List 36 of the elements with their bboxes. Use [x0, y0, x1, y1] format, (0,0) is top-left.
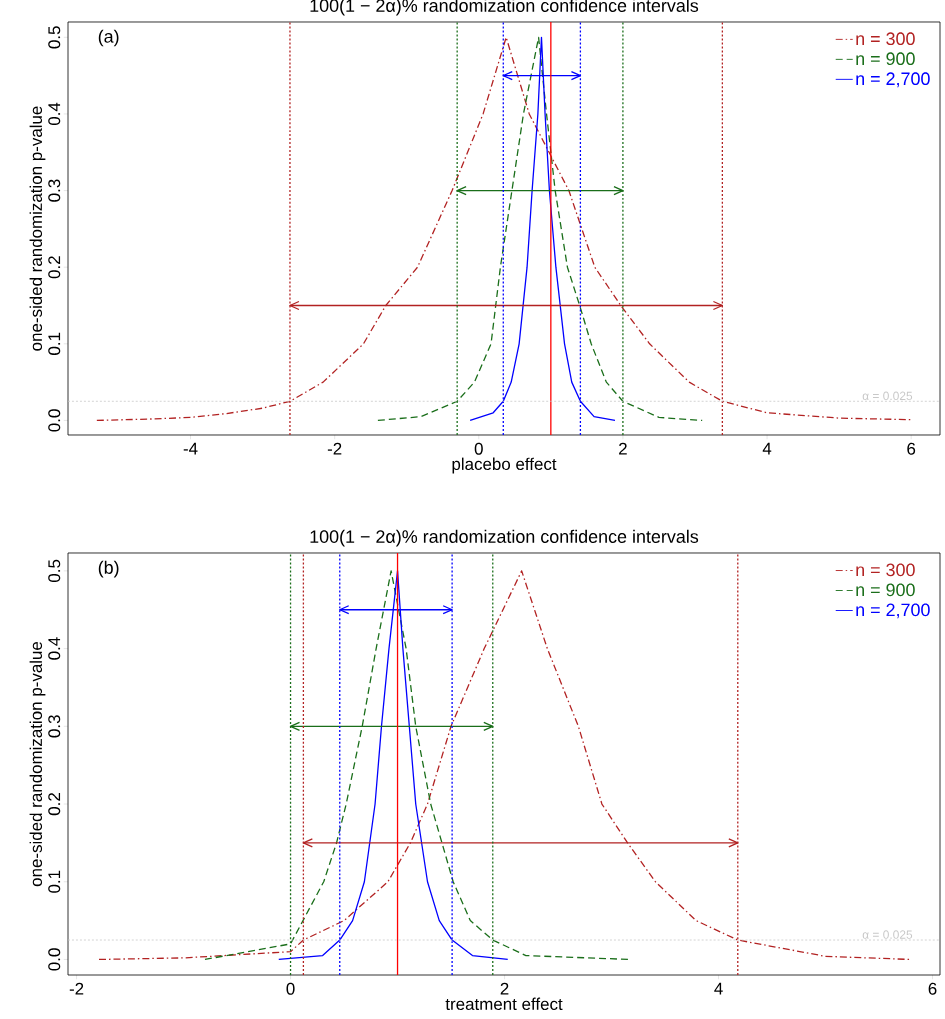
y-tick-label: 0.2 — [48, 256, 61, 279]
y-axis-title: one-sided randomization p-value — [29, 641, 46, 887]
y-tick-label: 0.3 — [48, 715, 61, 738]
x-tick-label: 6 — [928, 982, 937, 995]
y-tick-label: 0.5 — [48, 26, 61, 49]
y-tick-label: 0.3 — [48, 179, 61, 202]
y-tick-label: 0.4 — [48, 102, 61, 126]
legend-label: n = 2,700 — [856, 603, 930, 619]
x-tick-label: -2 — [69, 982, 84, 995]
x-tick-label: 2 — [619, 442, 627, 455]
y-tick-label: 0.5 — [48, 559, 61, 582]
legend-label: n = 300 — [856, 32, 915, 46]
y-tick-label: 0.0 — [48, 409, 61, 432]
y-tick-label: 0.1 — [48, 332, 61, 355]
x-axis-title: placebo effect — [452, 457, 557, 474]
x-tick-label: 0 — [474, 442, 483, 455]
y-axis-title: one-sided randomization p-value — [29, 106, 46, 351]
x-tick-label: -2 — [327, 442, 342, 455]
legend-label: n = 300 — [856, 563, 915, 577]
chart-title: 100(1 − 2α)% randomization confidence intervals — [310, 529, 699, 547]
x-tick-label: 2 — [500, 982, 509, 995]
y-tick-label: 0.4 — [48, 637, 61, 660]
x-tick-label: 4 — [714, 982, 723, 995]
x-axis-title: treatment effect — [445, 997, 563, 1011]
x-tick-label: 0 — [286, 982, 295, 995]
annotation: (b) — [98, 560, 119, 578]
y-tick-label: 0.2 — [48, 793, 61, 816]
x-tick-label: 6 — [907, 442, 916, 455]
y-tick-label: 0.0 — [48, 948, 61, 971]
annotation: (a) — [98, 29, 119, 47]
x-tick-label: -4 — [183, 442, 198, 455]
y-tick-label: 0.1 — [48, 870, 61, 893]
legend-label: n = 900 — [856, 583, 915, 597]
x-tick-label: 4 — [762, 442, 772, 455]
legend-label: n = 2,700 — [856, 72, 930, 88]
legend-label: n = 900 — [856, 52, 915, 66]
